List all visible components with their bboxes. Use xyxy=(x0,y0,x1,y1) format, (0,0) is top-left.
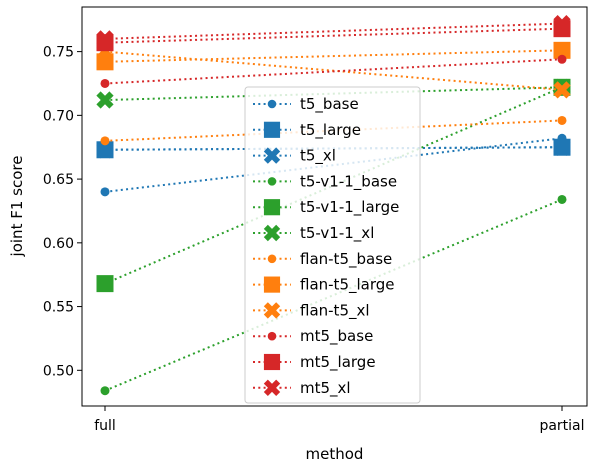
legend-entry: t5-v1-1_base xyxy=(253,172,397,191)
legend-marker xyxy=(267,254,277,264)
series-line xyxy=(104,86,563,285)
data-point xyxy=(557,54,567,64)
legend-marker xyxy=(263,379,281,396)
data-point xyxy=(100,187,110,197)
legend-entry: t5_large xyxy=(253,121,361,140)
x-tick-label: partial xyxy=(539,418,584,434)
series-t5-v1-1_base xyxy=(100,194,567,396)
legend-marker xyxy=(267,331,277,341)
legend-label: t5-v1-1_xl xyxy=(300,224,374,243)
legend-marker xyxy=(263,276,281,293)
legend-entry: flan-t5_xl xyxy=(253,301,370,320)
legend-label: mt5_base xyxy=(300,327,373,346)
legend-label: flan-t5_xl xyxy=(300,301,370,320)
legend-label: t5_base xyxy=(300,95,359,114)
data-point xyxy=(96,275,114,293)
legend-label: t5-v1-1_large xyxy=(300,198,399,217)
data-point xyxy=(96,141,114,159)
legend: t5_base t5_large t5_xl t5-v1-1_base t5-v1-1_… xyxy=(244,86,421,404)
legend-marker xyxy=(267,99,277,109)
legend-entry: t5-v1-1_xl xyxy=(253,224,374,243)
legend-label: mt5_xl xyxy=(300,379,351,398)
legend-entry: mt5_base xyxy=(253,327,373,346)
x-axis-label: method xyxy=(306,445,364,463)
legend-entry: mt5_large xyxy=(253,353,376,372)
legend-label: flan-t5_large xyxy=(300,276,395,295)
x-tick-label: full xyxy=(94,418,116,434)
data-point xyxy=(553,138,571,156)
y-tick-label: 0.70 xyxy=(43,108,74,124)
legend-entry: flan-t5_large xyxy=(253,276,395,295)
legend-marker xyxy=(263,224,281,242)
legend-entry: mt5_xl xyxy=(253,379,351,398)
data-point xyxy=(553,41,571,59)
plot-frame xyxy=(81,6,588,407)
data-point xyxy=(553,14,571,33)
series-flan-t5_large xyxy=(96,41,571,71)
data-point xyxy=(557,115,567,125)
series-mt5_xl xyxy=(96,14,571,48)
legend-box xyxy=(244,86,421,404)
axes xyxy=(81,6,588,407)
series-mt5_large xyxy=(96,20,571,52)
data-point xyxy=(557,194,567,204)
legend-marker xyxy=(263,121,281,138)
y-tick-label: 0.75 xyxy=(43,45,74,61)
legend-label: mt5_large xyxy=(300,353,376,372)
legend-entry: flan-t5_base xyxy=(253,250,392,269)
legend-entry: t5-v1-1_large xyxy=(253,198,399,217)
series-line xyxy=(104,22,563,40)
legend-entry: t5_xl xyxy=(253,147,336,166)
legend-label: t5-v1-1_base xyxy=(300,172,397,191)
data-point xyxy=(100,136,110,146)
tick-labels: 0.50 0.55 0.60 0.65 0.70 0.75 full partial xyxy=(43,45,585,434)
series-line xyxy=(104,137,563,193)
legend-marker xyxy=(263,302,281,319)
legend-entry: t5_base xyxy=(253,95,359,114)
data-point xyxy=(96,30,114,48)
data-point xyxy=(553,81,571,99)
legend-marker xyxy=(263,147,281,164)
legend-marker xyxy=(267,177,277,186)
y-tick-label: 0.65 xyxy=(43,172,74,188)
series-line xyxy=(104,49,563,63)
legend-label: t5_xl xyxy=(300,147,336,166)
data-point xyxy=(100,386,110,396)
series-line xyxy=(104,27,563,44)
y-tick-label: 0.55 xyxy=(43,300,74,316)
y-tick-label: 0.60 xyxy=(43,236,74,252)
y-axis-label: joint F1 score xyxy=(8,156,26,258)
legend-marker xyxy=(263,353,281,371)
y-tick-label: 0.50 xyxy=(43,363,74,379)
legend-label: flan-t5_base xyxy=(300,250,392,269)
series-mt5_base xyxy=(100,54,567,88)
data-point xyxy=(96,91,114,109)
series-line xyxy=(104,58,563,85)
legend-label: t5_large xyxy=(300,121,361,140)
legend-marker xyxy=(263,199,281,216)
data-point xyxy=(100,78,110,88)
